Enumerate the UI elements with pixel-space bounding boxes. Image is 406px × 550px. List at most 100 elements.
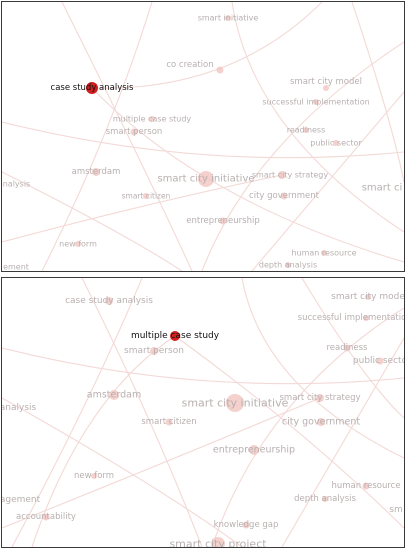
network-edge — [61, 2, 193, 271]
node-label-smart-city-strategy[interactable]: smart city strategy — [280, 393, 361, 403]
node-smart-city-initiative[interactable] — [198, 171, 214, 187]
node-city-government[interactable] — [280, 192, 288, 200]
node-city-government[interactable] — [317, 418, 325, 426]
node-co-creation[interactable] — [216, 66, 224, 74]
network-edge — [211, 307, 404, 547]
node-label-smart-person[interactable]: smart person — [124, 346, 184, 356]
node-successful-implementatio[interactable] — [363, 315, 369, 321]
node-label-depth-analysis[interactable]: depth analysis — [294, 494, 356, 504]
node-label-smart-ci[interactable]: smart ci — [362, 183, 403, 194]
node-smart-city-strategy[interactable] — [316, 394, 324, 402]
node-label-new-form[interactable]: new form — [59, 240, 97, 249]
node-label-amsterdam[interactable]: amsterdam — [72, 167, 121, 177]
node-label-successful-implementatio[interactable]: successful implementatio — [298, 313, 404, 323]
node-readiness[interactable] — [343, 344, 351, 352]
node-successful-implementation[interactable] — [313, 99, 319, 105]
node-label-readiness[interactable]: readiness — [287, 126, 326, 135]
network-edge — [231, 2, 404, 233]
node-smart-person[interactable] — [130, 128, 138, 136]
node-label-analysis[interactable]: analysis — [2, 180, 30, 189]
node-label-agement[interactable]: agement — [2, 495, 41, 505]
node-amsterdam[interactable] — [109, 390, 119, 400]
network-edge — [174, 335, 404, 529]
node-case-study-analysis[interactable] — [86, 82, 98, 94]
node-label-human-resource[interactable]: human resource — [291, 249, 356, 258]
node-knowledge-gap[interactable] — [242, 521, 250, 529]
network-edge — [81, 278, 203, 547]
node-smart-initiative[interactable] — [225, 15, 231, 21]
node-label-human-resource[interactable]: human resource — [331, 481, 400, 491]
node-label-city-government[interactable]: city government — [249, 191, 320, 201]
node-label-knowledge-gap[interactable]: knowledge gap — [214, 520, 279, 530]
node-smart-citizen[interactable] — [165, 418, 173, 426]
network-edge — [301, 278, 404, 419]
network-edge — [2, 397, 243, 547]
node-label-smart-citizen[interactable]: smart citizen — [141, 417, 196, 427]
node-smart-person[interactable] — [150, 347, 158, 355]
node-label-multiple-case-study[interactable]: multiple case study — [131, 331, 220, 341]
node-label-depth-analysis[interactable]: depth analysis — [259, 261, 317, 270]
node-case-study-analysis[interactable] — [105, 297, 113, 305]
node-human-resource[interactable] — [362, 482, 370, 490]
network-graph-top[interactable]: smart initiative co creation smart city mo… — [2, 2, 404, 271]
node-amsterdam[interactable] — [92, 168, 100, 176]
node-label-smart-city-model[interactable]: smart city model — [290, 77, 362, 87]
node-label-smart-city-initiative[interactable]: smart city initiative — [182, 397, 289, 410]
network-edge — [351, 2, 404, 183]
node-smart-city-mode[interactable] — [365, 294, 371, 300]
node-label-accountability[interactable]: accountability — [16, 512, 76, 522]
node-label-entrepreneurship[interactable]: entrepreneurship — [186, 216, 260, 226]
node-label-successful-implementation[interactable]: successful implementation — [262, 98, 369, 107]
node-label-sm[interactable]: sm — [389, 505, 402, 515]
network-edge — [281, 337, 404, 547]
node-label-new-form[interactable]: new form — [74, 471, 114, 481]
node-entrepreneurship[interactable] — [249, 445, 259, 455]
node-public-secto[interactable] — [376, 357, 384, 365]
node-label-entrepreneurship[interactable]: entrepreneurship — [213, 445, 295, 456]
node-smart-city-strategy[interactable] — [278, 171, 286, 179]
network-edge — [41, 2, 153, 271]
network-edge — [2, 347, 404, 385]
node-label-public-secto[interactable]: public secto — [353, 356, 404, 366]
node-label-ement[interactable]: ement — [3, 263, 29, 272]
node-multiple-case-study[interactable] — [170, 331, 180, 341]
node-new-form[interactable] — [75, 241, 81, 247]
network-graph-bottom[interactable]: case study analysis smart city mode succes… — [2, 278, 404, 547]
node-label-smart-city-strategy[interactable]: smart city strategy — [252, 171, 329, 180]
network-edge — [11, 278, 143, 547]
node-label-smart-person[interactable]: smart person — [106, 127, 163, 137]
node-smart-city-project[interactable] — [211, 537, 225, 547]
node-label-city-government[interactable]: city government — [282, 417, 360, 428]
node-label-public-sector[interactable]: public sector — [310, 139, 362, 148]
network-edge — [2, 171, 183, 271]
node-label-smart-city-initiative[interactable]: smart city initiative — [157, 174, 254, 185]
node-smart-city-initiative[interactable] — [226, 394, 244, 412]
node-smart-city-model[interactable] — [323, 85, 329, 91]
node-entrepreneurship[interactable] — [219, 217, 227, 225]
node-label-amsterdam[interactable]: amsterdam — [87, 390, 141, 401]
network-edge — [2, 397, 321, 529]
node-accountability[interactable] — [42, 513, 50, 521]
node-human-resource[interactable] — [321, 250, 327, 256]
node-label-smart-citizen[interactable]: smart citizen — [122, 192, 171, 201]
network-edge — [251, 91, 404, 271]
node-label-case-study-analysis[interactable]: case study analysis — [65, 296, 153, 306]
node-new-form[interactable] — [91, 473, 97, 479]
node-depth-analysis[interactable] — [285, 262, 291, 268]
node-label-multiple-case-study[interactable]: multiple case study — [113, 115, 192, 124]
network-panel-bottom[interactable]: case study analysis smart city mode succes… — [1, 277, 405, 548]
node-readiness[interactable] — [303, 127, 309, 133]
node-label-smart-city-mode[interactable]: smart city mode — [331, 292, 404, 302]
node-label-readiness[interactable]: readiness — [327, 343, 369, 353]
node-label-case-study-analysis[interactable]: case study analysis — [51, 83, 135, 93]
node-public-sector[interactable] — [333, 140, 339, 146]
node-depth-analysis[interactable] — [322, 496, 328, 502]
network-panel-top[interactable]: smart initiative co creation smart city mo… — [1, 1, 405, 272]
node-label-co-creation[interactable]: co creation — [166, 60, 213, 70]
node-smart-citizen[interactable] — [143, 193, 149, 199]
node-label-analysis[interactable]: analysis — [2, 403, 37, 413]
node-label-smart-initiative[interactable]: smart initiative — [198, 14, 259, 23]
node-multiple-case-study[interactable] — [149, 116, 155, 122]
network-edge — [201, 41, 404, 271]
node-label-smart-city-project[interactable]: smart city project — [169, 538, 267, 548]
